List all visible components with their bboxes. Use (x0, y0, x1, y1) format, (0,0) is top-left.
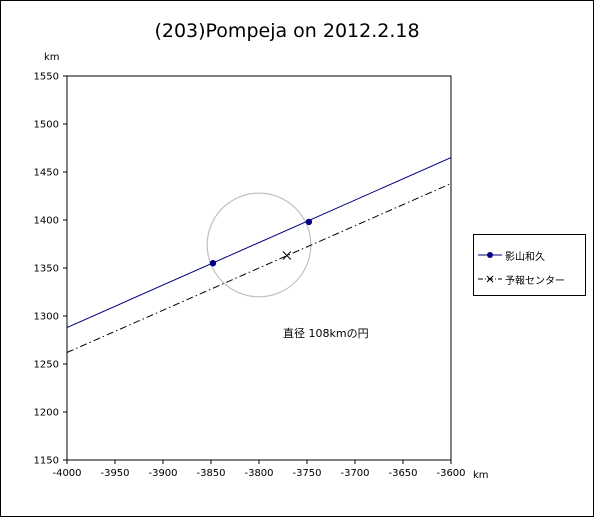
y-tick-label: 1300 (34, 312, 59, 323)
y-tick-label: 1250 (34, 360, 59, 371)
x-tick-label: -4000 (52, 468, 81, 479)
legend-swatch-dashdot-x (478, 275, 502, 283)
y-tick-label: 1550 (34, 72, 59, 83)
observed-point (209, 260, 217, 267)
x-tick-label: -3950 (100, 468, 129, 479)
x-tick-label: -3650 (388, 468, 417, 479)
legend-swatch-solid-dot (478, 252, 502, 258)
y-tick-label: 1200 (34, 408, 59, 419)
observed-point (305, 218, 313, 226)
legend-item-forecast: 予報センター (478, 271, 565, 287)
legend: 影山和久 予報センター (473, 234, 586, 296)
x-axis-unit-label: km (473, 470, 489, 481)
legend-label-forecast: 予報センター (505, 275, 565, 287)
x-tick-label: -3900 (148, 468, 177, 479)
y-tick-label: 1500 (34, 120, 59, 131)
forecast-line (67, 183, 451, 353)
observed-chord-line (67, 157, 451, 328)
forecast-marker-stroke-b (282, 251, 292, 260)
legend-item-kageyama: 影山和久 (478, 247, 545, 263)
y-tick-label: 1450 (34, 168, 59, 179)
x-tick-label: -3750 (292, 468, 321, 479)
legend-label-kageyama: 影山和久 (505, 251, 545, 263)
x-tick-label: -3600 (436, 468, 465, 479)
y-tick-label: 1350 (34, 264, 59, 275)
chart-title: (203)Pompeja on 2012.2.18 (154, 20, 420, 42)
y-axis-unit-label: km (44, 52, 60, 63)
circle-annotation: 直径 108kmの円 (283, 327, 369, 340)
y-tick-label: 1150 (34, 456, 59, 467)
y-tick-label: 1400 (34, 216, 59, 227)
x-tick-label: -3700 (340, 468, 369, 479)
x-tick-label: -3800 (244, 468, 273, 479)
x-tick-label: -3850 (196, 468, 225, 479)
